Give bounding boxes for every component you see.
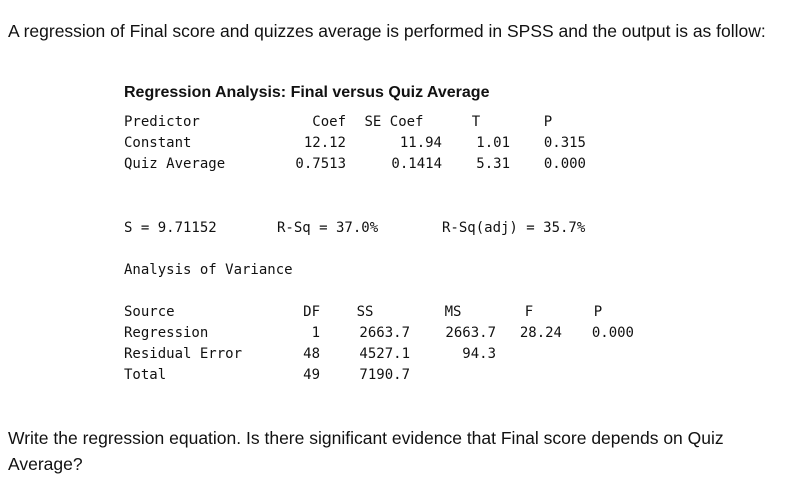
header-ss: SS — [356, 304, 374, 320]
source-name: Regression — [124, 325, 209, 341]
ms-value — [410, 365, 496, 386]
anova-table: Source DF SS MS F P Regression 1 2663.7 … — [124, 302, 634, 386]
header-df: DF — [303, 304, 320, 320]
se-coef-value: 11.94 — [399, 135, 442, 151]
anova-row-residual-error: Residual Error 48 4527.1 94.3 — [124, 344, 634, 365]
predictor-name: Constant — [124, 135, 192, 151]
coefficients-row-constant: Constant 12.12 11.94 1.01 0.315 — [124, 133, 586, 154]
f-value — [496, 365, 562, 386]
df-value: 1 — [311, 325, 320, 341]
header-p: P — [593, 304, 603, 320]
problem-intro-text: A regression of Final score and quizzes … — [8, 21, 766, 41]
p-value: 0.000 — [543, 156, 586, 172]
ms-value: 94.3 — [462, 346, 496, 362]
r-squared: R-Sq = 37.0% — [277, 220, 379, 236]
coef-value: 0.7513 — [295, 156, 346, 172]
question-text: Write the regression equation. Is there … — [8, 428, 724, 474]
p-value — [562, 344, 634, 365]
anova-row-total: Total 49 7190.7 — [124, 365, 634, 386]
p-value: 0.315 — [543, 135, 586, 151]
source-name: Residual Error — [124, 346, 243, 362]
ms-value: 2663.7 — [445, 325, 496, 341]
ss-value: 4527.1 — [359, 346, 410, 362]
regression-output-title: Regression Analysis: Final versus Quiz A… — [124, 84, 490, 101]
ss-value: 2663.7 — [359, 325, 410, 341]
coefficients-header-row: Predictor Coef SE Coef T P — [124, 112, 586, 133]
p-value: 0.000 — [591, 325, 634, 341]
df-value: 49 — [303, 367, 320, 383]
anova-row-regression: Regression 1 2663.7 2663.7 28.24 0.000 — [124, 323, 634, 344]
header-source: Source — [124, 304, 175, 320]
p-value — [562, 365, 634, 386]
header-coef: Coef — [312, 114, 346, 130]
t-value: 1.01 — [476, 135, 510, 151]
header-se-coef: SE Coef — [364, 114, 424, 130]
header-p: P — [543, 114, 553, 130]
header-predictor: Predictor — [124, 114, 200, 130]
t-value: 5.31 — [476, 156, 510, 172]
predictor-name: Quiz Average — [124, 156, 226, 172]
df-value: 48 — [303, 346, 320, 362]
anova-header-row: Source DF SS MS F P — [124, 302, 634, 323]
model-summary-line: S = 9.71152 R-Sq = 37.0% R-Sq(adj) = 35.7% — [124, 218, 585, 239]
adjusted-r-squared: R-Sq(adj) = 35.7% — [442, 220, 586, 236]
coef-value: 12.12 — [303, 135, 346, 151]
se-coef-value: 0.1414 — [391, 156, 442, 172]
source-name: Total — [124, 367, 167, 383]
coefficients-table: Predictor Coef SE Coef T P Constant 12.1… — [124, 112, 586, 175]
f-value — [496, 344, 562, 365]
header-f: F — [524, 304, 534, 320]
ss-value: 7190.7 — [359, 367, 410, 383]
header-ms: MS — [444, 304, 462, 320]
anova-title: Analysis of Variance — [124, 262, 293, 278]
coefficients-row-quiz-average: Quiz Average 0.7513 0.1414 5.31 0.000 — [124, 154, 586, 175]
s-statistic: S = 9.71152 — [124, 220, 217, 236]
f-value: 28.24 — [519, 325, 562, 341]
header-t: T — [471, 114, 481, 130]
